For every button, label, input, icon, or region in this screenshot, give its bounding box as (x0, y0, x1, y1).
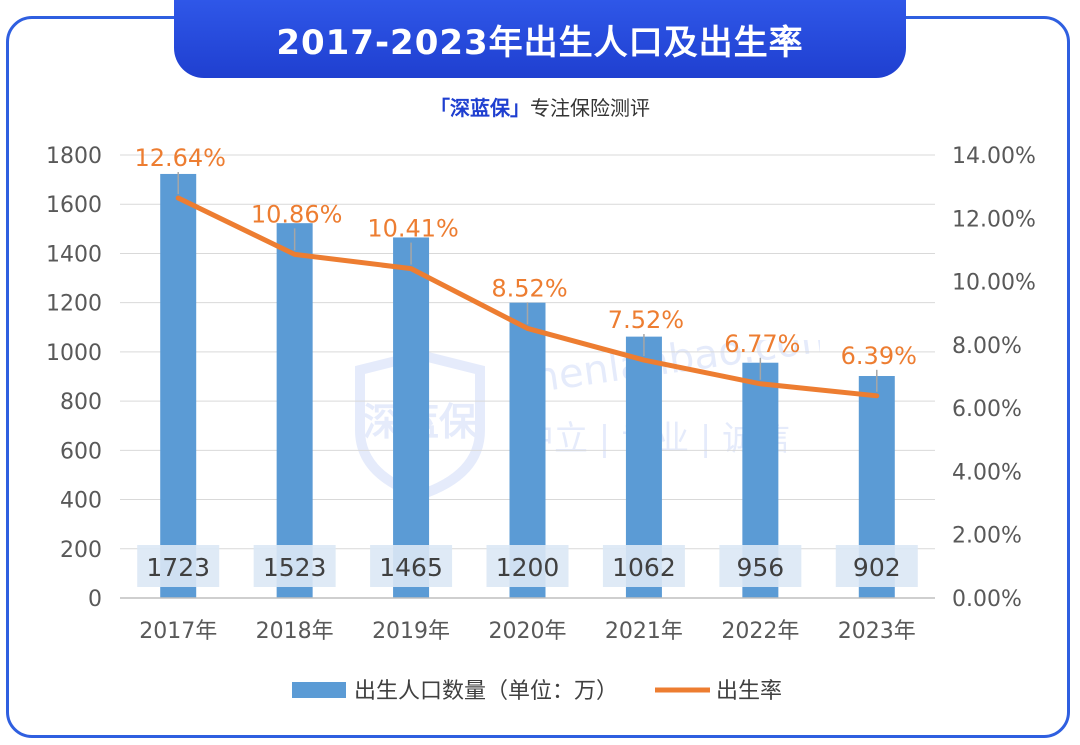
bar-label-box (370, 545, 453, 587)
bar (393, 237, 430, 599)
y-left-tick-label: 0 (88, 587, 102, 612)
rate-value-label: 8.52% (491, 274, 567, 302)
y-left-tick-label: 800 (60, 390, 102, 415)
x-tick-label: 2019年 (372, 619, 450, 644)
legend-layer: 出生人口数量（单位：万） 出生率 (292, 679, 782, 704)
bar (276, 223, 313, 598)
bar-label-box (137, 545, 220, 587)
bar-label-box (719, 545, 802, 587)
y-right-tick-label: 0.00% (952, 587, 1022, 612)
chart-title-text: 2017-2023年出生人口及出生率 (276, 22, 804, 63)
bar-value-label: 1062 (612, 553, 676, 582)
line-layer (175, 195, 880, 399)
axis-layer: 0 200 400 600 800 1000 1200 1400 1600 1800 0.00% 2.… (46, 144, 1036, 644)
y-right-tick-label: 14.00% (952, 144, 1036, 169)
y-left-tick-label: 1600 (46, 193, 102, 218)
chart-title: 2017-2023年出生人口及出生率 (174, 0, 906, 78)
x-tick-label: 2020年 (489, 619, 567, 644)
bar-label-box (486, 545, 569, 587)
bar-label-box (253, 545, 336, 587)
y-right-tick-label: 4.00% (952, 460, 1022, 485)
bar-value-label: 956 (736, 553, 784, 582)
bar-label-box (602, 545, 685, 587)
rate-line (175, 195, 880, 399)
x-tick-label: 2017年 (139, 619, 217, 644)
rate-value-label: 7.52% (608, 306, 684, 334)
rate-value-label: 12.64% (134, 144, 226, 172)
y-left-tick-label: 200 (60, 538, 102, 563)
y-left-tick-label: 1400 (46, 242, 102, 267)
x-tick-label: 2021年 (605, 619, 683, 644)
rate-value-label: 6.77% (724, 330, 800, 358)
legend-line-label: 出生率 (716, 679, 782, 704)
bar-value-label: 1523 (263, 553, 327, 582)
rate-value-label: 6.39% (841, 342, 917, 370)
brand-tagline: 专注保险测评 (530, 96, 650, 120)
label-layer: 1723 1523 1465 1200 1062 956 902 12.64% 10.86% 10… (134, 144, 918, 587)
y-right-tick-label: 6.00% (952, 397, 1022, 422)
x-tick-label: 2023年 (838, 619, 916, 644)
y-right-tick-label: 2.00% (952, 524, 1022, 549)
legend-bar-label: 出生人口数量（单位：万） (354, 679, 618, 704)
y-left-tick-label: 1000 (46, 341, 102, 366)
x-tick-label: 2018年 (256, 619, 334, 644)
bar-value-label: 902 (853, 553, 901, 582)
bar-value-label: 1200 (496, 553, 560, 582)
y-right-tick-label: 12.00% (952, 207, 1036, 232)
bar (160, 173, 197, 598)
brand-name: 「深蓝保」 (430, 96, 530, 120)
y-left-tick-label: 600 (60, 439, 102, 464)
y-left-tick-label: 1200 (46, 292, 102, 317)
y-left-tick-label: 1800 (46, 144, 102, 169)
y-right-tick-label: 10.00% (952, 271, 1036, 296)
bar-value-label: 1465 (379, 553, 443, 582)
subtitle: 「深蓝保」专注保险测评 (0, 92, 1080, 121)
bar-label-box (835, 545, 918, 587)
y-left-tick-label: 400 (60, 489, 102, 514)
rate-value-label: 10.41% (367, 215, 459, 243)
rate-value-label: 10.86% (251, 200, 343, 228)
bar-value-label: 1723 (146, 553, 210, 582)
legend-bar-swatch (292, 682, 346, 698)
y-right-tick-label: 8.00% (952, 334, 1022, 359)
x-tick-label: 2022年 (721, 619, 799, 644)
